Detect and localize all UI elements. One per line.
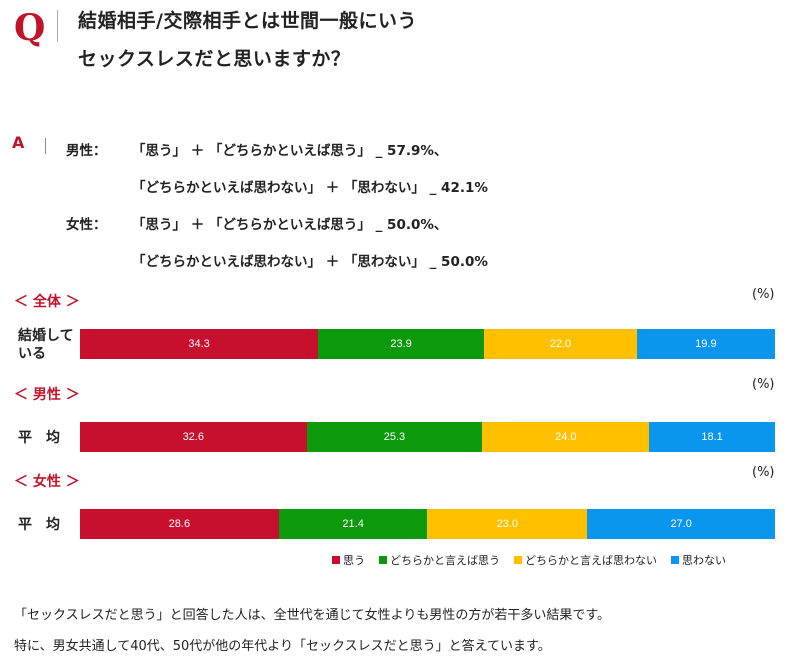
legend-swatch-omou (332, 556, 340, 564)
bar-value-label: 24.0 (555, 431, 577, 443)
legend-item-omou: 思う (332, 552, 365, 568)
bar-segment-omou: 34.3 (80, 329, 319, 359)
bar-segment-omou: 28.6 (80, 509, 279, 539)
stacked-bar-female: 28.6 21.4 23.0 27.0 (80, 509, 775, 539)
bar-segment-dochiraka-omowanai: 22.0 (484, 329, 637, 359)
row-label-female: 平 均 (18, 517, 60, 533)
bar-value-label: 32.6 (182, 431, 204, 443)
section-heading-overall: ＜ 全体 ＞ (14, 294, 80, 310)
bar-segment-dochiraka-omou: 25.3 (306, 422, 483, 452)
bar-segment-omowanai: 27.0 (587, 509, 775, 539)
bar-value-label: 18.1 (701, 431, 723, 443)
bar-segment-omowanai: 18.1 (649, 422, 775, 452)
question-line-1: 結婚相手/交際相手とは世間一般にいう (78, 10, 417, 32)
answer-male-line-1: 「思う」 ＋ 「どちらかといえば思う」 _ 57.9%、 (132, 143, 448, 159)
commentary-line-2: 特に、男女共通して40代、50代が他の年代より「セックスレスだと思う」と答えてい… (14, 639, 551, 654)
bar-value-label: 27.0 (670, 518, 692, 530)
answer-mark: A (12, 133, 25, 152)
row-label-male: 平 均 (18, 430, 60, 446)
bar-segment-omowanai: 19.9 (636, 329, 775, 359)
answer-divider (45, 138, 46, 154)
bar-segment-dochiraka-omou: 23.9 (318, 329, 485, 359)
legend-label-dochiraka-omowanai: どちらかと言えば思わない (525, 554, 657, 567)
answer-male-line-2: 「どちらかといえば思わない」 ＋ 「思わない」 _ 42.1% (132, 180, 488, 196)
answer-female-line-1: 「思う」 ＋ 「どちらかといえば思う」 _ 50.0%、 (132, 217, 448, 233)
commentary-line-1: 「セックスレスだと思う」と回答した人は、全世代を通じて女性よりも男性の方が若干多… (14, 608, 611, 623)
question-mark: Q (14, 7, 46, 49)
legend-swatch-dochiraka-omowanai (514, 556, 522, 564)
question-line-2: セックスレスだと思いますか？ (78, 48, 351, 70)
unit-label-female: (%) (752, 465, 775, 480)
bar-value-label: 23.0 (496, 518, 519, 530)
unit-label-male: (%) (752, 377, 775, 392)
bar-value-label: 19.9 (695, 338, 717, 350)
section-heading-female: ＜ 女性 ＞ (14, 474, 80, 490)
bar-value-label: 34.3 (188, 338, 210, 350)
answer-female-label: 女性： (66, 217, 107, 233)
bar-segment-dochiraka-omowanai: 24.0 (482, 422, 650, 452)
legend-item-dochiraka-omou: どちらかと言えば思う (379, 552, 500, 568)
bar-segment-dochiraka-omou: 21.4 (278, 509, 428, 539)
bar-value-label: 21.4 (342, 518, 364, 530)
answer-male-label: 男性： (66, 143, 107, 159)
legend-item-omowanai: 思わない (671, 552, 726, 568)
bar-segment-omou: 32.6 (80, 422, 307, 452)
bar-value-label: 25.3 (383, 431, 406, 443)
legend-swatch-omowanai (671, 556, 679, 564)
question-divider (57, 10, 58, 42)
row-label-overall: 結婚している (18, 328, 74, 362)
chart-legend: 思う どちらかと言えば思う どちらかと言えば思わない 思わない (332, 552, 726, 568)
stacked-bar-overall: 34.3 23.9 22.0 19.9 (80, 329, 775, 359)
legend-label-omou: 思う (343, 554, 365, 567)
bar-value-label: 22.0 (549, 338, 572, 350)
section-heading-male: ＜ 男性 ＞ (14, 387, 80, 403)
unit-label-overall: (%) (752, 287, 775, 302)
legend-swatch-dochiraka-omou (379, 556, 387, 564)
legend-label-omowanai: 思わない (682, 554, 726, 567)
legend-label-dochiraka-omou: どちらかと言えば思う (390, 554, 500, 567)
bar-segment-dochiraka-omowanai: 23.0 (427, 509, 588, 539)
bar-value-label: 28.6 (168, 518, 191, 530)
answer-female-line-2: 「どちらかといえば思わない」 ＋ 「思わない」 _ 50.0% (132, 254, 488, 270)
bar-value-label: 23.9 (390, 338, 412, 350)
legend-item-dochiraka-omowanai: どちらかと言えば思わない (514, 552, 657, 568)
stacked-bar-male: 32.6 25.3 24.0 18.1 (80, 422, 775, 452)
